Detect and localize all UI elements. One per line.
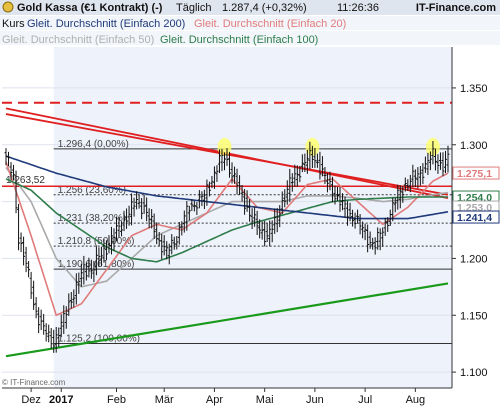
header-time: 11:26:36	[337, 2, 379, 14]
x-tick-label: 2017	[49, 394, 73, 406]
header-bar	[0, 0, 500, 15]
x-tick-label: Feb	[107, 394, 126, 406]
fib-zone	[53, 47, 452, 388]
watermark: © IT-Finance.com	[2, 378, 66, 387]
header-title: Gold Kassa (€1 Kontrakt) (-)	[17, 2, 163, 14]
legend-row-2	[0, 31, 500, 45]
x-tick-label: Mär	[155, 394, 174, 406]
y-tick-label: 1.300	[460, 140, 488, 152]
fib-level-label: 1.210,8 (50,00%)	[58, 236, 135, 247]
fib-level-label: 1.231 (38,20%)	[58, 213, 126, 224]
legend-ma100: Gleit. Durchschnitt (Einfach 100)	[160, 34, 318, 46]
legend-ma200: Gleit. Durchschnitt (Einfach 200)	[27, 18, 185, 30]
fib-level-label: 1.256 (23,60%)	[58, 185, 126, 196]
x-tick-label: Jul	[358, 394, 372, 406]
ma20-line	[5, 161, 449, 317]
x-tick-label: Mai	[256, 394, 274, 406]
legend-ma50: Gleit. Durchschnitt (Einfach 50)	[2, 34, 154, 46]
x-tick-label: Jun	[306, 394, 324, 406]
gold-coin-icon	[2, 1, 14, 13]
header-brand: IT-Finance.com	[416, 2, 496, 14]
peak-highlight	[217, 138, 232, 157]
trend-green-line	[5, 282, 449, 358]
legend-kurs: Kurs	[2, 18, 25, 30]
value-label-box	[452, 210, 500, 224]
x-tick-label: Apr	[206, 394, 223, 406]
ma200-line	[5, 155, 449, 220]
legend-ma20: Gleit. Durchschnitt (Einfach 20)	[194, 18, 346, 30]
y-axis: 1.1001.1501.2001.2501.3001.3501.275,11.2…	[451, 47, 500, 388]
level-label-left: 1.263,52	[6, 175, 45, 186]
fib-level-label: 1.296,4 (0,00%)	[58, 139, 129, 150]
header-period: Täglich	[176, 2, 211, 14]
plot-area: 1.296,4 (0,00%) 1.256 (23,60%) 1.231 (38,2…	[2, 47, 452, 388]
ma100-line	[5, 178, 448, 263]
legend-row-1	[0, 16, 500, 30]
y-tick-label: 1.150	[460, 310, 488, 322]
value-label-box	[452, 166, 500, 180]
value-label: 1.275,1	[457, 168, 492, 180]
y-tick-label: 1.350	[460, 83, 488, 95]
value-label: 1.241,4	[457, 212, 492, 224]
x-tick-label: Dez	[21, 394, 41, 406]
y-tick-label: 1.100	[460, 367, 488, 379]
x-tick-label: Aug	[406, 394, 426, 406]
fib-level-label: 1.125,2 (100,00%)	[58, 333, 140, 344]
y-tick-label: 1.200	[460, 253, 488, 265]
header-last: 1.287,4 (+0,32%)	[222, 2, 307, 14]
x-axis: Dez 2017 Feb Mär Apr Mai Jun Jul Aug	[2, 387, 452, 406]
